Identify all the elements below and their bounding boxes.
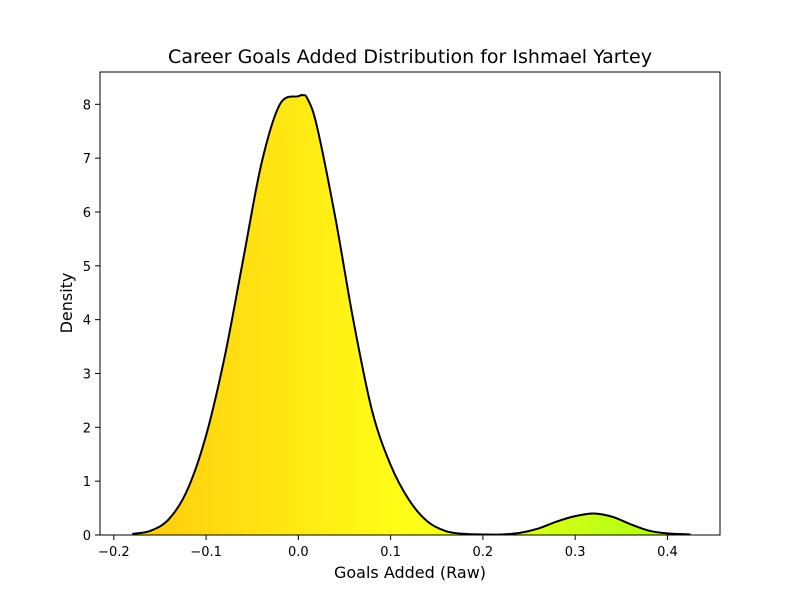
y-axis-label: Density [57, 273, 76, 334]
y-tick-label: 2 [83, 421, 91, 436]
y-tick-label: 1 [83, 475, 91, 490]
y-tick-label: 5 [83, 260, 91, 275]
density-line [132, 93, 691, 535]
x-axis-label: Goals Added (Raw) [334, 563, 486, 582]
x-tick-label: −0.1 [190, 545, 222, 560]
x-tick-label: 0.4 [657, 545, 678, 560]
x-axis-ticks: −0.2 −0.1 0.0 0.1 0.2 0.3 0.4 [98, 535, 678, 560]
y-tick-label: 3 [83, 367, 91, 382]
y-tick-label: 4 [83, 314, 91, 329]
x-tick-label: 0.3 [565, 545, 586, 560]
x-tick-label: −0.2 [98, 545, 130, 560]
y-axis-ticks: 0 1 2 3 4 5 6 7 8 [83, 98, 100, 544]
y-tick-label: 8 [83, 98, 91, 113]
plot-area [132, 93, 691, 535]
chart-title: Career Goals Added Distribution for Ishm… [168, 46, 652, 68]
density-area [132, 94, 691, 535]
y-tick-label: 6 [83, 206, 91, 221]
y-tick-label: 0 [83, 529, 91, 544]
x-tick-label: 0.1 [380, 545, 401, 560]
x-tick-label: 0.0 [288, 545, 309, 560]
plot-frame [99, 71, 721, 536]
x-tick-label: 0.2 [473, 545, 494, 560]
y-tick-label: 7 [83, 152, 91, 167]
